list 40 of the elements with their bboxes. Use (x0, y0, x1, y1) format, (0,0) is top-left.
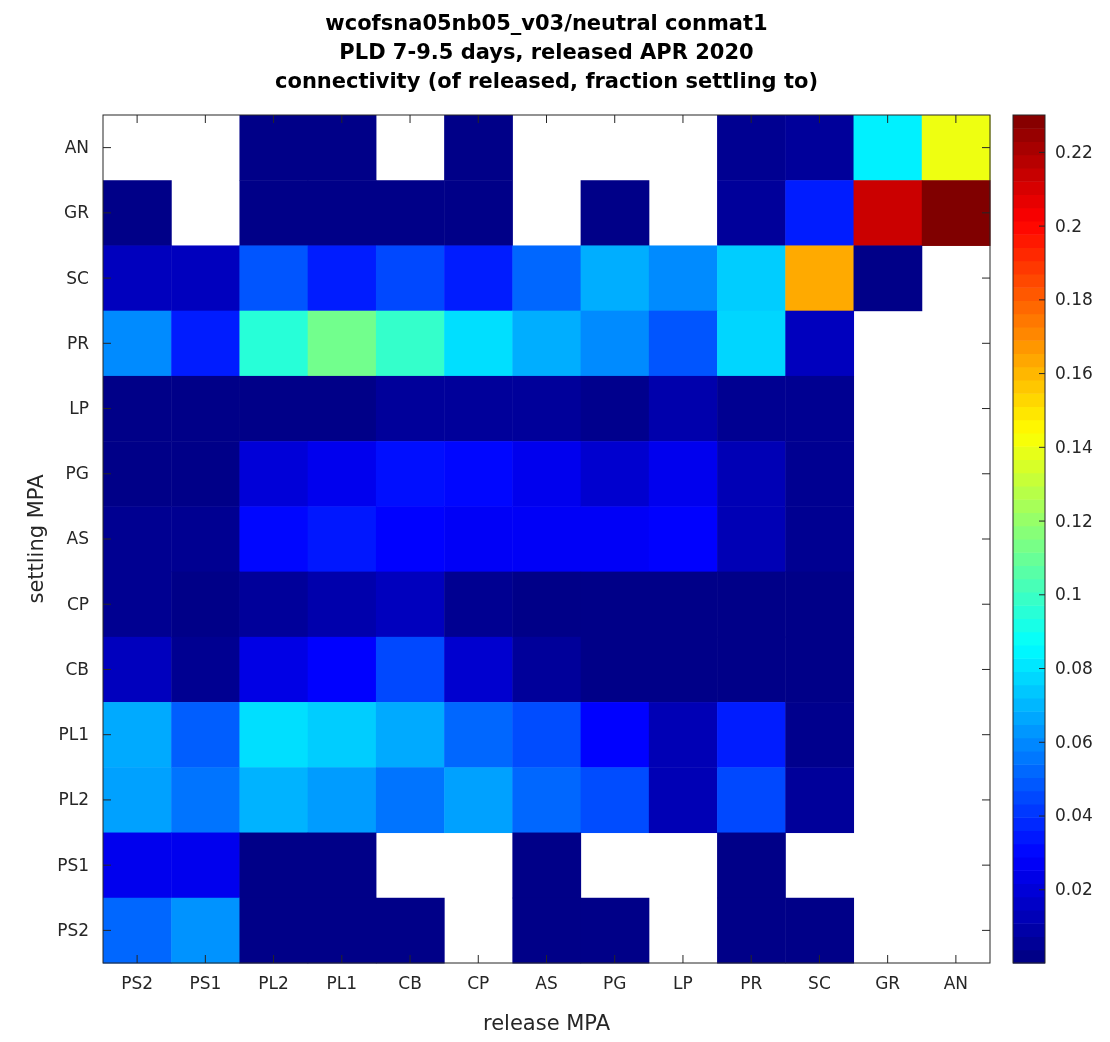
x-tick-label: SC (808, 973, 831, 994)
color-bar-label: 0.04 (1055, 805, 1093, 826)
color-bar-label: 0.16 (1055, 363, 1093, 384)
x-tick-label: LP (673, 973, 693, 994)
y-tick-label: SC (66, 267, 89, 288)
y-tick-label: CP (66, 593, 89, 614)
x-tick-label: CP (467, 973, 490, 994)
y-tick-label: GR (64, 202, 90, 223)
color-bar-label: 0.12 (1055, 510, 1093, 531)
y-axis-title: settling MPA (24, 473, 48, 604)
x-tick-label: AN (943, 973, 969, 994)
x-tick-label: PL1 (326, 973, 358, 994)
y-tick-label: AN (64, 137, 89, 158)
chart-title: wcofsna05nb05_v03/neutral conmat1 PLD 7-9.5 days, released APR 2020 connectivity (of released, fraction settling to) (275, 11, 818, 93)
x-tick-label: PS1 (189, 973, 222, 994)
y-tick-label: PS2 (57, 919, 89, 940)
x-axis-title: release MPA (482, 1011, 611, 1035)
x-tick-label: AS (535, 973, 558, 994)
y-tick-label: PS1 (57, 854, 89, 875)
x-tick-label: PL2 (258, 973, 289, 994)
color-bar-label: 0.14 (1055, 436, 1093, 457)
color-bar-label: 0.22 (1055, 141, 1093, 162)
color-bar-label: 0.08 (1055, 657, 1093, 678)
color-bar-label: 0.2 (1055, 215, 1083, 236)
x-tick-label: CB (398, 973, 422, 994)
y-tick-label: PR (66, 332, 90, 353)
x-tick-label: GR (875, 973, 901, 994)
y-tick-label: PG (65, 463, 89, 484)
x-tick-label: PS2 (121, 973, 154, 994)
x-tick-label: PG (603, 973, 627, 994)
x-tick-label: PR (740, 973, 763, 994)
color-bar-label: 0.02 (1055, 879, 1093, 900)
color-bar-label: 0.1 (1055, 584, 1083, 605)
y-tick-label: AS (66, 528, 89, 549)
y-tick-label: LP (69, 397, 89, 418)
color-bar-label: 0.18 (1055, 289, 1093, 310)
y-tick-label: PL1 (58, 724, 89, 745)
color-bar-label: 0.06 (1055, 731, 1093, 752)
y-tick-label: PL2 (58, 789, 89, 810)
y-tick-label: CB (65, 658, 89, 679)
